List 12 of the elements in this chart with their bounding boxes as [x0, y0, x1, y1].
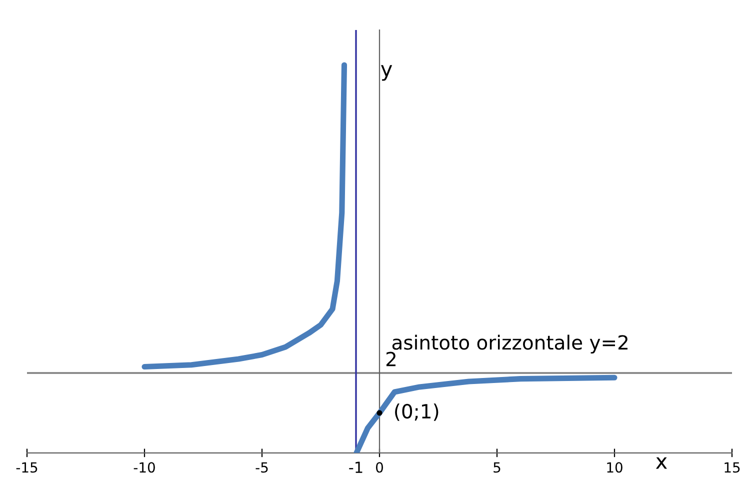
- x-tick-label: -15: [16, 462, 38, 473]
- x-tick-label: 5: [494, 462, 500, 473]
- ref-line-label: -1: [349, 462, 362, 473]
- x-tick-label: -5: [256, 462, 268, 473]
- annotation: (0;1): [395, 404, 438, 421]
- annotation: 2: [386, 352, 396, 366]
- x-tick-label: 0: [376, 462, 383, 473]
- y-axis-title: y: [381, 65, 392, 81]
- x-tick-label: 15: [724, 462, 740, 473]
- x-tick-label: -10: [134, 462, 155, 473]
- x-axis-title: x: [656, 457, 667, 469]
- x-tick-label: 10: [607, 462, 622, 473]
